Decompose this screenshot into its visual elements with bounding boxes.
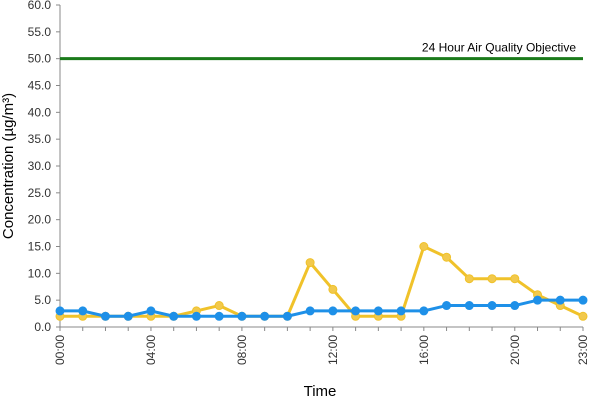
- y-tick-label: 10.0: [28, 266, 52, 280]
- series-2-point: [555, 295, 565, 305]
- y-tick-label: 15.0: [28, 240, 52, 254]
- series-group: [55, 242, 588, 321]
- series-1-point: [419, 242, 429, 251]
- reference-line-group: 24 Hour Air Quality Objective: [60, 41, 583, 61]
- series-2-point: [510, 301, 520, 311]
- series-1-point: [510, 274, 520, 284]
- series-2-point: [78, 306, 88, 316]
- series-2-point: [396, 306, 406, 316]
- series-1-point: [487, 274, 497, 284]
- series-2-point: [533, 295, 543, 305]
- series-2-point: [214, 311, 224, 321]
- series-2-point: [442, 301, 452, 311]
- series-2-point: [260, 311, 270, 321]
- y-tick-label: 30.0: [28, 159, 52, 173]
- y-tick-labels: 0.0 5.0 10.0 15.0 20.0 25.0 30.0 35.0 40.0 45.0 50…: [28, 0, 60, 334]
- series-1-point: [214, 301, 224, 311]
- x-tick-label: 20:00: [508, 335, 522, 365]
- series-1-point: [442, 252, 452, 262]
- series-2-point: [237, 311, 247, 321]
- series-2-point: [464, 301, 474, 311]
- y-tick-label: 55.0: [28, 25, 52, 39]
- series-2-point: [305, 306, 315, 316]
- y-tick-label: 45.0: [28, 79, 52, 93]
- y-tick-label: 5.0: [34, 293, 51, 307]
- series-2-point: [123, 311, 133, 321]
- series-2-point: [169, 311, 179, 321]
- y-tick-label: 35.0: [28, 132, 52, 146]
- x-tick-label: 00:00: [53, 335, 67, 365]
- series-2-point: [328, 306, 338, 316]
- series-2-point: [351, 306, 361, 316]
- x-tick-label: 23:00: [576, 335, 590, 365]
- y-tick-label: 20.0: [28, 213, 52, 227]
- series-2-point: [282, 311, 292, 321]
- series-2-point: [191, 311, 201, 321]
- series-2-point: [55, 306, 65, 316]
- x-tick-label: 12:00: [326, 335, 340, 365]
- series-1-point: [328, 284, 338, 294]
- y-axis-title: Concentration (µg/m³): [0, 93, 17, 239]
- series-2-point: [373, 306, 383, 316]
- x-tick-labels: 00:00 04:00 08:00 12:00 16:00 20:00 23:00: [53, 327, 590, 365]
- series-2-point: [419, 306, 429, 316]
- y-tick-label: 60.0: [28, 0, 52, 12]
- series-2-point: [487, 301, 497, 311]
- x-tick-label: 16:00: [417, 335, 431, 365]
- series-2-point: [100, 311, 110, 321]
- series-2-point: [578, 295, 588, 305]
- y-tick-label: 25.0: [28, 186, 52, 200]
- series-2-point: [146, 306, 156, 316]
- x-tick-label: 08:00: [235, 335, 249, 365]
- y-tick-label: 50.0: [28, 52, 52, 66]
- reference-line-label: 24 Hour Air Quality Objective: [422, 41, 576, 55]
- y-tick-label: 0.0: [34, 320, 51, 334]
- x-axis-title: Time: [304, 383, 337, 400]
- series-1-point: [464, 274, 474, 284]
- series-2-line: [60, 298, 583, 318]
- series-1-point: [305, 258, 315, 268]
- x-tick-label: 04:00: [144, 335, 158, 365]
- series-1-point: [578, 311, 588, 321]
- y-tick-label: 40.0: [28, 105, 52, 119]
